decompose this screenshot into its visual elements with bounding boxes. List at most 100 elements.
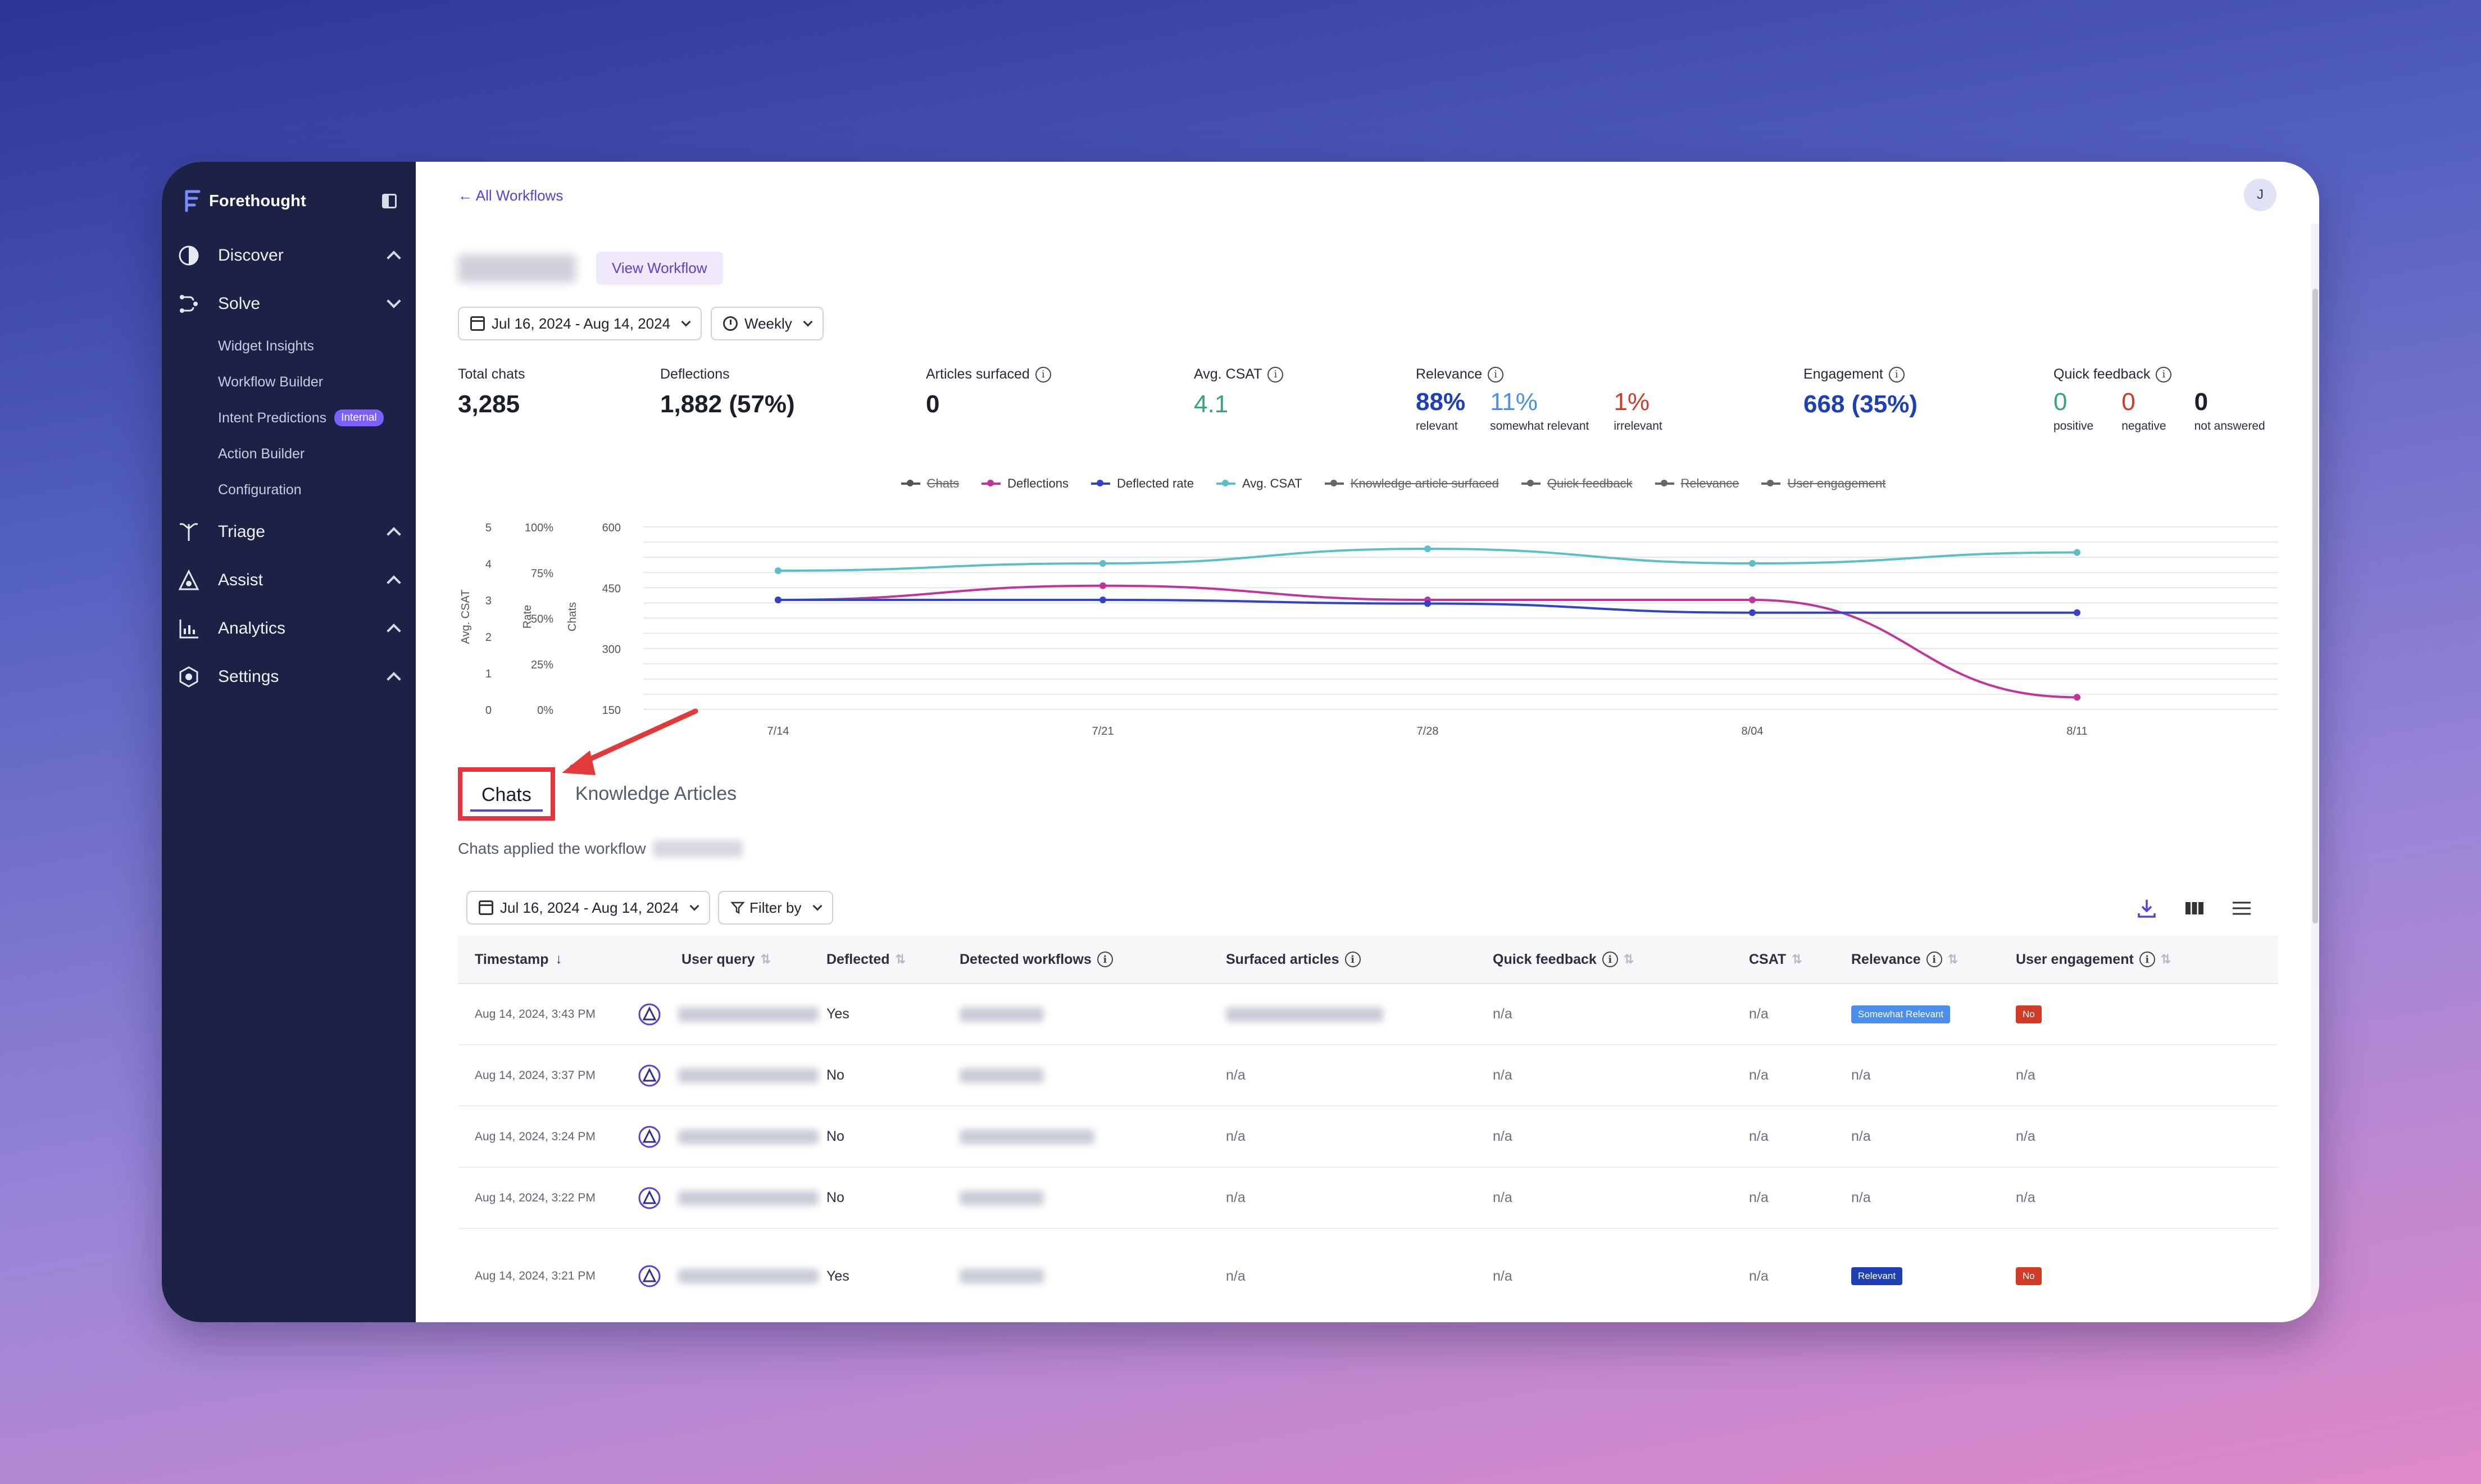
metric-deflections: Deflections 1,882 (57%) (660, 366, 795, 418)
tab-chats[interactable]: Chats (458, 767, 555, 821)
axis-tick-label: 0% (537, 704, 553, 717)
user-query-redacted[interactable] (678, 1129, 819, 1144)
detected-workflow-redacted[interactable] (960, 1068, 1044, 1083)
scrollbar-thumb[interactable] (2312, 289, 2318, 923)
column-header-surfaced-articles[interactable]: Surfaced articles i (1226, 952, 1493, 968)
user-query-redacted[interactable] (678, 1269, 819, 1283)
legend-swatch (1655, 480, 1674, 486)
period-select[interactable]: Weekly (711, 307, 824, 340)
axis-tick-label: 75% (531, 567, 553, 580)
table-row[interactable]: Aug 14, 2024, 3:43 PM Yes n/a n/a Somewhat R… (458, 984, 2278, 1045)
table-cell (621, 1003, 826, 1026)
quick-feedback-value: n/a (1493, 1067, 1512, 1083)
csat-value: n/a (1749, 1128, 1769, 1144)
sidebar-item-analytics[interactable]: Analytics (162, 604, 416, 653)
info-icon[interactable]: i (1488, 366, 1504, 383)
column-header-user-query[interactable]: User query ⇅ (621, 952, 826, 968)
table-row[interactable]: Aug 14, 2024, 3:24 PM No n/a n/a n/a n/a n/a (458, 1107, 2278, 1168)
info-icon[interactable]: i (1926, 952, 1942, 967)
density-icon[interactable] (2232, 900, 2252, 917)
filter-by-select[interactable]: Filter by (718, 891, 833, 925)
sidebar-item-triage[interactable]: Triage (162, 508, 416, 556)
info-icon[interactable]: i (1344, 952, 1361, 967)
column-header-quick-feedback[interactable]: Quick feedback i ⇅ (1493, 952, 1749, 968)
info-icon[interactable]: i (1035, 366, 1051, 383)
legend-item[interactable]: Chats (901, 476, 959, 491)
sidebar-subitem-configuration[interactable]: Configuration (218, 481, 302, 498)
negative-metric: 0 negative (2121, 388, 2166, 433)
legend-item[interactable]: Deflected rate (1090, 476, 1194, 491)
engagement-badge: n/a (2016, 1128, 2035, 1144)
info-icon[interactable]: i (1602, 952, 1618, 967)
info-icon[interactable]: i (1888, 366, 1905, 383)
legend-swatch (1761, 480, 1781, 486)
engagement-badge: n/a (2016, 1067, 2035, 1083)
sidebar-item-label: Assist (218, 571, 263, 589)
sidebar-subitem-intent-predictions[interactable]: Intent Predictions Internal (162, 400, 416, 436)
irrelevant-label: irrelevant (1614, 420, 1662, 433)
surfaced-article-redacted[interactable] (1226, 1007, 1383, 1022)
column-header-deflected[interactable]: Deflected ⇅ (826, 952, 960, 968)
legend-item[interactable]: Relevance (1655, 476, 1739, 491)
axis-tick-label: 3 (485, 595, 492, 607)
tab-knowledge-articles[interactable]: Knowledge Articles (575, 783, 737, 804)
column-header-relevance[interactable]: Relevance i ⇅ (1851, 952, 2016, 968)
info-icon[interactable]: i (1097, 952, 1113, 967)
sidebar-item-discover[interactable]: Discover (162, 231, 416, 280)
table-cell: No (2016, 1267, 2201, 1285)
table-row[interactable]: Aug 14, 2024, 3:22 PM No n/a n/a n/a n/a n/a (458, 1168, 2278, 1229)
column-header-user-engagement[interactable]: User engagement i ⇅ (2016, 952, 2201, 968)
user-query-redacted[interactable] (678, 1007, 819, 1022)
sidebar-subitem-workflow-builder[interactable]: Workflow Builder (218, 374, 324, 390)
deflected-value: No (826, 1128, 844, 1144)
user-query-redacted[interactable] (678, 1190, 819, 1205)
legend-item[interactable]: Avg. CSAT (1216, 476, 1302, 491)
back-to-workflows-link[interactable]: ← All Workflows (458, 186, 564, 204)
period-value: Weekly (744, 315, 792, 332)
collapse-sidebar-icon[interactable] (382, 194, 397, 208)
user-query-redacted[interactable] (678, 1068, 819, 1083)
assist-channel-icon (638, 1064, 661, 1086)
table-date-range-select[interactable]: Jul 16, 2024 - Aug 14, 2024 (466, 891, 711, 925)
legend-item[interactable]: User engagement (1761, 476, 1885, 491)
table-cell (1226, 1007, 1493, 1022)
legend-item[interactable]: Knowledge article surfaced (1324, 476, 1499, 491)
column-header-timestamp[interactable]: Timestamp ↓ (458, 952, 621, 968)
sidebar-item-settings[interactable]: Settings (162, 653, 416, 701)
sidebar-item-solve[interactable]: Solve (162, 280, 416, 328)
table-cell: n/a (1851, 1190, 2016, 1206)
info-icon[interactable]: i (2139, 952, 2155, 967)
detected-workflow-redacted[interactable] (960, 1269, 1044, 1283)
table-row[interactable]: Aug 14, 2024, 3:37 PM No n/a n/a n/a n/a n/a (458, 1045, 2278, 1107)
view-workflow-button[interactable]: View Workflow (596, 252, 723, 285)
legend-item[interactable]: Quick feedback (1521, 476, 1633, 491)
sidebar-item-assist[interactable]: Assist (162, 556, 416, 604)
sidebar-subitem-widget-insights[interactable]: Widget Insights (218, 338, 314, 354)
info-icon[interactable]: i (1267, 366, 1284, 383)
detected-workflow-redacted[interactable] (960, 1190, 1044, 1205)
solve-icon (178, 293, 200, 315)
legend-swatch (982, 480, 1001, 486)
legend-label: Deflected rate (1116, 476, 1194, 490)
detected-workflow-redacted[interactable] (960, 1129, 1094, 1144)
table-cell: n/a (1493, 1128, 1749, 1145)
surfaced-articles-value: n/a (1226, 1067, 1246, 1083)
page-scrollbar[interactable] (2311, 224, 2319, 1322)
legend-item[interactable]: Deflections (982, 476, 1069, 491)
table-cell (960, 1190, 1226, 1205)
avatar[interactable]: J (2244, 179, 2276, 211)
sidebar-subitem-action-builder[interactable]: Action Builder (218, 445, 305, 462)
axis-tick-label: 4 (485, 558, 492, 571)
chart-svg: 0 1 2 3 4 5 Avg. CSAT 0% 25% 50% 75% 100% Rate 150 300… (460, 522, 2278, 738)
sidebar-nav: Discover Solve Widget Insights Workflow … (162, 231, 416, 701)
legend-label: Quick feedback (1547, 476, 1633, 490)
detected-workflow-redacted[interactable] (960, 1007, 1044, 1022)
download-icon[interactable] (2136, 898, 2157, 919)
column-header-detected-workflows[interactable]: Detected workflows i (960, 952, 1226, 968)
column-header-csat[interactable]: CSAT ⇅ (1749, 952, 1851, 968)
table-cell: Yes (826, 1006, 960, 1022)
columns-icon[interactable] (2184, 900, 2205, 917)
info-icon[interactable]: i (2156, 366, 2172, 383)
date-range-select[interactable]: Jul 16, 2024 - Aug 14, 2024 (458, 307, 702, 340)
table-row[interactable]: Aug 14, 2024, 3:21 PM Yes n/a n/a n/a Relevan… (458, 1229, 2278, 1322)
